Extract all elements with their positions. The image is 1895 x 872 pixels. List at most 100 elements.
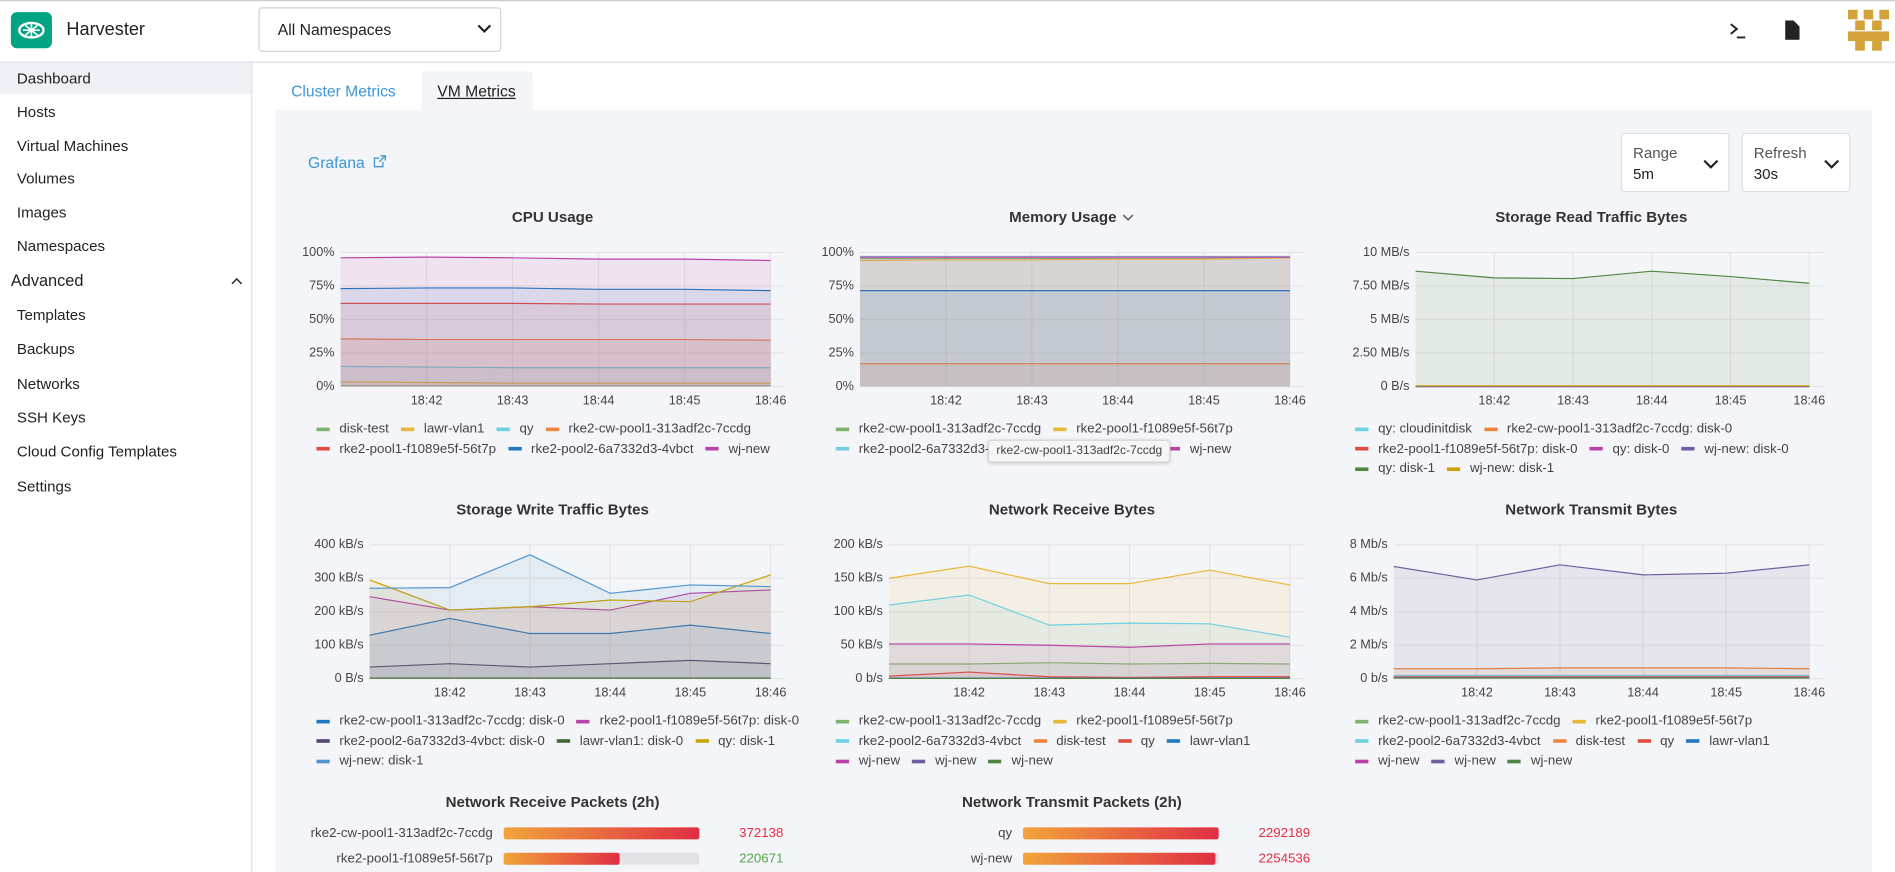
- refresh-select[interactable]: Refresh 30s: [1741, 132, 1851, 193]
- legend-item: rke2-pool2-6a7332d3-4vbct: [1355, 733, 1541, 751]
- nav-item[interactable]: Volumes: [16, 170, 75, 188]
- chart-title: Network Receive Bytes: [988, 501, 1155, 519]
- legend-label: rke2-cw-pool1-313adf2c-7ccdg: disk-0: [339, 713, 565, 729]
- nav-item[interactable]: Backups: [16, 340, 75, 358]
- avatar[interactable]: [1847, 9, 1889, 51]
- chevron-up: [231, 277, 243, 285]
- legend-label: qy: [519, 421, 534, 437]
- nav-item[interactable]: Images: [16, 204, 67, 222]
- gauge: qy 2292189 wj-new 2254536: [970, 825, 1310, 865]
- legend-label: rke2-pool2-6a7332d3-4vbct: [1378, 733, 1541, 749]
- chart-panel: Storage Write Traffic Bytes 0 B/s 100 kB/s…: [302, 498, 809, 782]
- legend-swatch: [1637, 739, 1651, 744]
- legend-item: rke2-pool2-6a7332d3-4vbct: [835, 733, 1022, 751]
- legend: qy: cloudinitdisk rke2-cw-pool1-313adf2c-…: [1355, 420, 1844, 477]
- series-area: [859, 256, 1290, 387]
- chart-title: Network Transmit Bytes: [1505, 501, 1678, 519]
- header: [0, 0, 1895, 63]
- x-tick-label: 18:46: [1274, 686, 1306, 700]
- series-line: [340, 365, 771, 369]
- gauge-bar: [503, 852, 620, 865]
- range-label: Range: [1632, 144, 1678, 162]
- legend-label: lawr-vlan1: [1189, 733, 1251, 749]
- nav-item[interactable]: SSH Keys: [16, 409, 86, 427]
- y-tick-label: 300 kB/s: [314, 571, 363, 585]
- nav-item[interactable]: Dashboard: [16, 70, 91, 87]
- x-tick-label: 18:46: [1274, 393, 1306, 407]
- x-tick-label: 18:43: [497, 393, 529, 407]
- legend-swatch: [316, 447, 330, 451]
- legend-label: wj-new: [935, 753, 977, 769]
- x-tick-label: 18:43: [1016, 393, 1048, 407]
- x-tick-label: 18:42: [930, 393, 962, 407]
- legend-item: wj-new: [835, 752, 900, 770]
- logo[interactable]: [10, 12, 52, 49]
- series-area: [859, 363, 1290, 387]
- legend-swatch: [1447, 467, 1461, 471]
- legend-item: rke2-pool1-f1089e5f-56t7p: [1053, 713, 1233, 731]
- range-select[interactable]: Range 5m: [1620, 132, 1730, 193]
- legend-swatch: [1483, 427, 1498, 431]
- series-area: [859, 257, 1290, 387]
- tab-active[interactable]: VM Metrics: [421, 71, 533, 110]
- legend-item: rke2-pool2-6a7332d3-4vbct: [508, 440, 694, 458]
- legend-label: wj-new: [1530, 753, 1573, 769]
- legend-swatch: [556, 739, 571, 744]
- nav-item[interactable]: Hosts: [16, 103, 56, 121]
- chart-panel: Network Receive Bytes 0 b/s 50 kB/s 100 kB/…: [821, 498, 1328, 782]
- chart-title: Memory Usage: [821, 205, 1322, 229]
- chart-title: Storage Write Traffic Bytes: [456, 501, 649, 519]
- legend-swatch: [835, 447, 850, 451]
- plot: 0% 25% 50% 75% 100% 18:42 18:43 18:44 18:45 18:46: [821, 245, 1306, 408]
- legend-label: qy: disk-1: [1378, 461, 1435, 476]
- chart-title: Network Transmit Packets (2h): [961, 793, 1182, 811]
- nav-item[interactable]: Cloud Config Templates: [16, 443, 177, 461]
- series-area: [340, 303, 771, 387]
- nav-item[interactable]: Networks: [16, 375, 80, 393]
- nav-item[interactable]: Settings: [16, 478, 72, 496]
- grafana-link[interactable]: Grafana: [308, 153, 386, 172]
- nav-item[interactable]: Virtual Machines: [16, 137, 129, 155]
- legend-swatch: [705, 447, 719, 451]
- chevron[interactable]: [1123, 213, 1135, 223]
- namespace-select[interactable]: All Namespaces: [258, 7, 502, 52]
- legend-label: qy: cloudinitdisk: [1378, 421, 1472, 437]
- legend-item: qy: cloudinitdisk: [1355, 420, 1472, 438]
- legend-swatch: [1589, 447, 1603, 451]
- series-line: [1415, 270, 1810, 284]
- x-tick-label: 18:45: [669, 393, 701, 407]
- sidebar: [0, 61, 253, 872]
- chart-title: Storage Read Traffic Bytes: [1495, 208, 1688, 226]
- file-icon[interactable]: [1785, 20, 1800, 40]
- legend-swatch: [576, 719, 590, 724]
- nav-active: [0, 62, 252, 95]
- y-tick-label: 75%: [829, 278, 854, 292]
- legend-item: qy: [1637, 733, 1674, 751]
- legend-item: wj-new: disk-1: [316, 752, 424, 770]
- series-area: [888, 594, 1290, 679]
- y-tick-label: 8 Mb/s: [1350, 537, 1388, 551]
- legend-swatch: [400, 427, 415, 431]
- tab[interactable]: Cluster Metrics: [291, 82, 396, 101]
- chart-panel: CPU Usage 0% 25% 50% 75% 100% 18:42 18:43 18:44 1…: [302, 205, 809, 489]
- shell-icon[interactable]: [1728, 19, 1747, 41]
- legend-item: qy: disk-0: [1589, 440, 1669, 458]
- nav-item[interactable]: Namespaces: [16, 237, 106, 255]
- x-tick-label: 18:42: [1461, 686, 1493, 700]
- legend-item: rke2-cw-pool1-313adf2c-7ccdg: [835, 713, 1041, 731]
- legend-item: rke2-pool1-f1089e5f-56t7p: [316, 440, 496, 458]
- nav-item[interactable]: Templates: [16, 306, 86, 324]
- legend-label: rke2-cw-pool1-313adf2c-7ccdg: [568, 421, 751, 437]
- legend-swatch: [1355, 427, 1369, 431]
- legend-swatch: [1552, 739, 1566, 744]
- x-tick-label: 18:42: [434, 686, 466, 700]
- legend-swatch: [545, 427, 559, 431]
- legend-label: rke2-pool2-6a7332d3-4vbct: [858, 733, 1022, 749]
- legend-swatch: [316, 719, 330, 724]
- legend-item: rke2-cw-pool1-313adf2c-7ccdg: [545, 420, 751, 438]
- legend-swatch: [1681, 447, 1695, 451]
- nav-group[interactable]: Advanced: [10, 271, 84, 290]
- legend-swatch: [316, 427, 330, 431]
